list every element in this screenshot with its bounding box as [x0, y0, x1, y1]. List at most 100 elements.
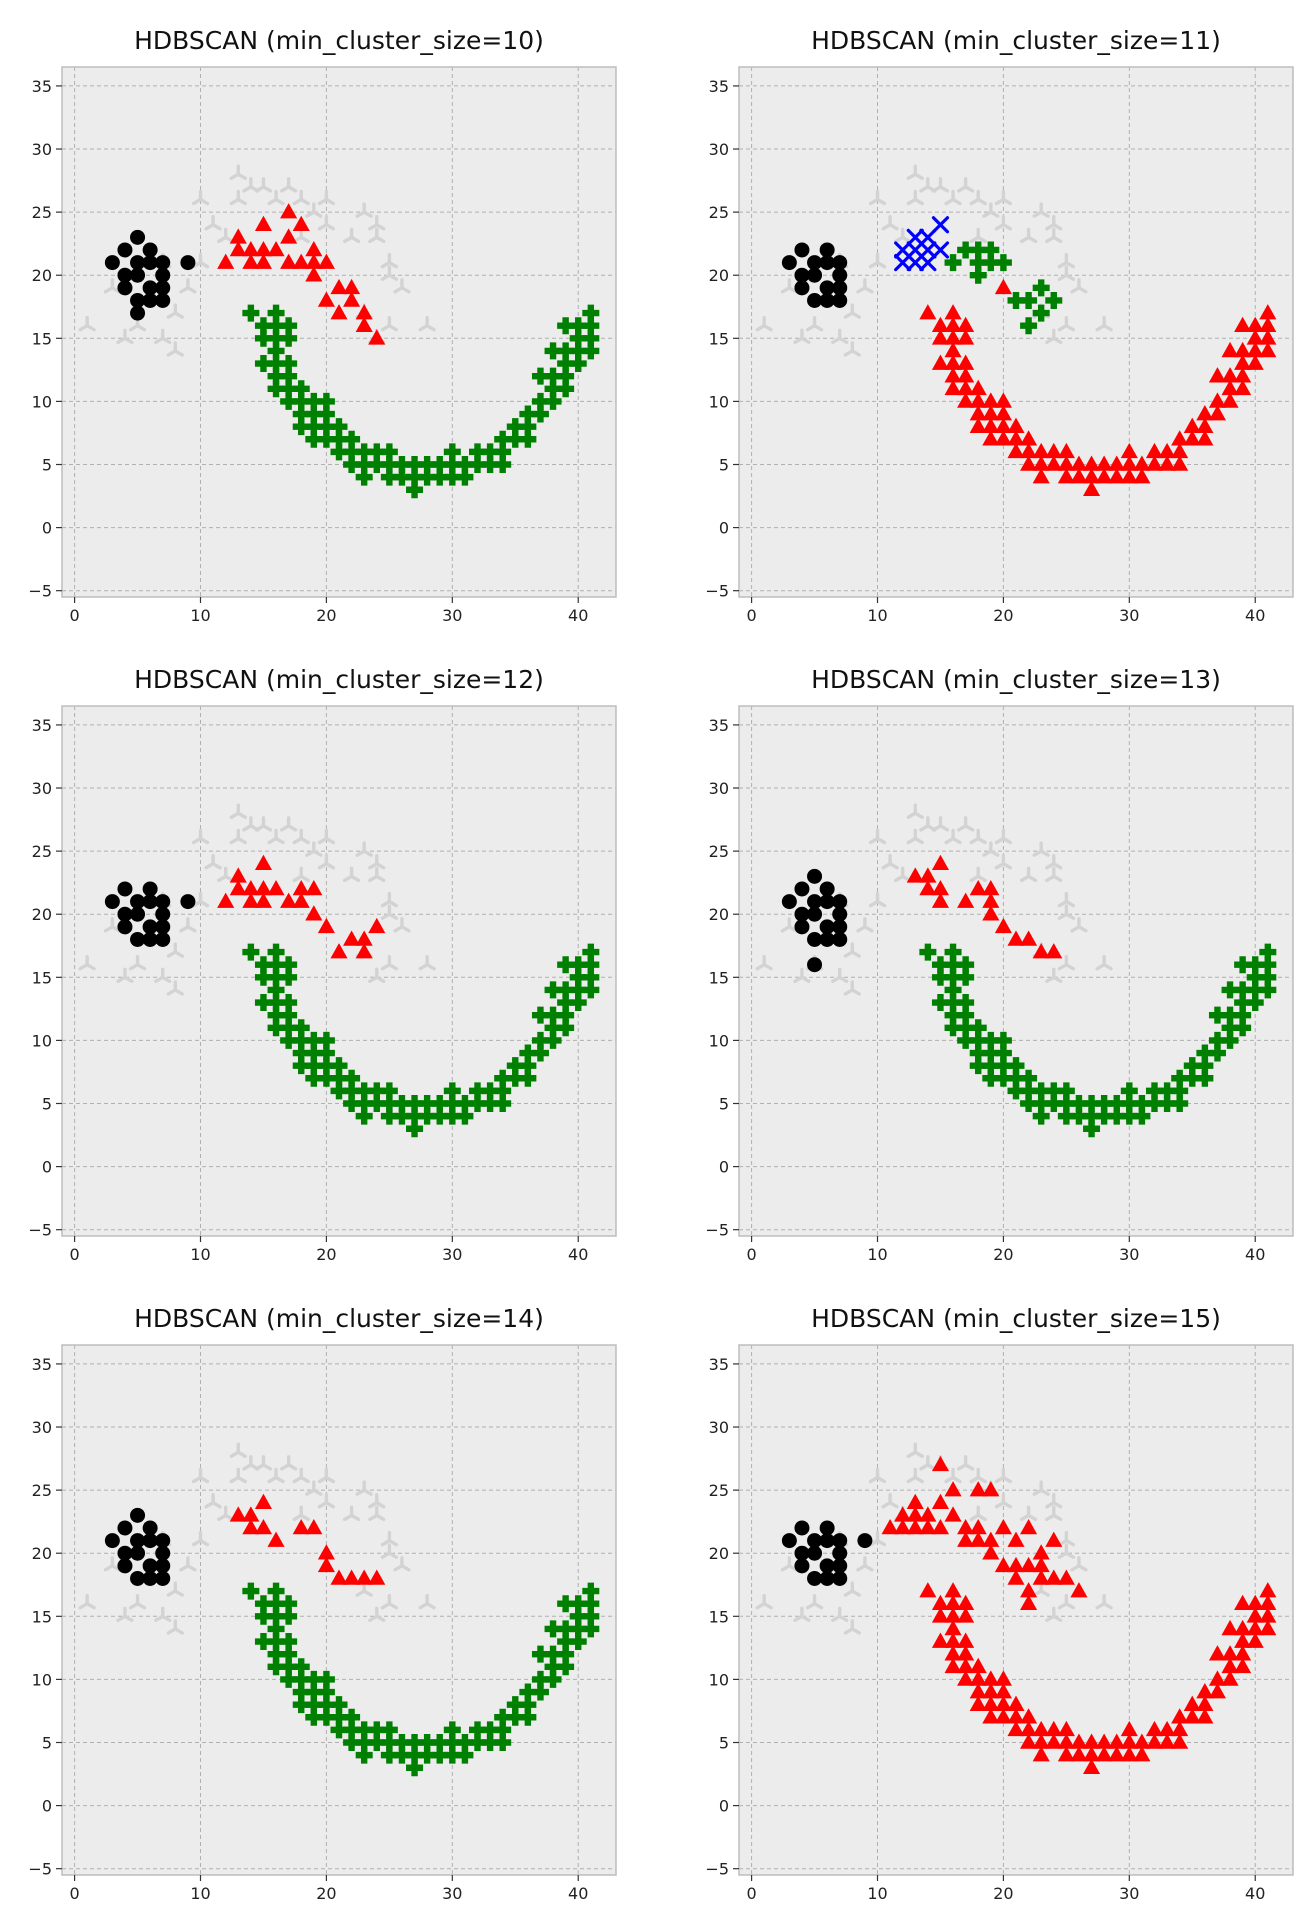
triangle-marker [982, 405, 1000, 421]
circle-marker [130, 267, 146, 283]
plus-marker [267, 317, 285, 335]
circle-marker [130, 931, 146, 947]
noise-points [78, 1442, 436, 1635]
y-tick-label: 20 [32, 1544, 52, 1563]
triangle-marker [305, 266, 323, 282]
triangle-marker [944, 1506, 962, 1522]
grid [62, 1345, 616, 1875]
triangle-marker [1032, 1746, 1050, 1762]
circle-marker [794, 1520, 810, 1536]
plus-marker [1234, 1019, 1252, 1037]
y-tick-label: 5 [719, 1095, 729, 1114]
plus-marker [343, 443, 361, 461]
tri-marker [843, 942, 861, 958]
tri-marker [229, 828, 247, 845]
plus-marker [267, 981, 285, 999]
y-tick-label: 0 [719, 1158, 729, 1177]
cluster-circles [781, 242, 848, 308]
tri-marker [1070, 278, 1088, 294]
circle-marker [832, 894, 848, 910]
x-marker [931, 216, 950, 234]
cluster-triangles [906, 854, 1063, 959]
plus-marker [1020, 291, 1038, 309]
plus-marker [267, 956, 285, 974]
plus-marker [481, 456, 499, 473]
plus-marker [519, 418, 537, 436]
plus-marker [544, 392, 562, 410]
triangle-marker [1246, 1607, 1264, 1623]
plus-marker [1020, 1095, 1038, 1113]
plus-marker [330, 1069, 348, 1087]
plus-marker [305, 1708, 323, 1726]
y-tick-label: 10 [709, 392, 729, 411]
plus-marker [280, 1645, 298, 1663]
triangle-marker [292, 215, 310, 232]
triangle-marker [982, 892, 1000, 908]
triangle-marker [1007, 442, 1025, 459]
tri-marker [368, 215, 386, 231]
tri-marker [292, 1467, 310, 1484]
tri-marker [229, 803, 247, 819]
y-tick-label: −5 [705, 582, 729, 601]
tri-marker [856, 1556, 874, 1572]
plus-marker [1133, 1107, 1151, 1125]
plus-marker [431, 456, 449, 473]
tri-marker [393, 917, 411, 933]
subplot-title: HDBSCAN (min_cluster_size=11) [811, 26, 1221, 55]
plus-marker [557, 1620, 575, 1638]
triangle-marker [931, 1493, 950, 1510]
triangle-marker [1234, 1619, 1252, 1636]
plus-marker [355, 443, 373, 461]
circle-marker [807, 1545, 823, 1561]
circle-marker [819, 280, 835, 296]
triangle-marker [982, 905, 1000, 921]
tri-marker [204, 215, 222, 231]
circle-marker [130, 255, 146, 271]
circle-marker [857, 1533, 873, 1549]
plus-marker [1007, 1082, 1025, 1100]
plus-marker [355, 1107, 373, 1125]
x-tick-label: 10 [190, 1245, 210, 1264]
plus-marker [305, 1696, 323, 1714]
triangle-marker [982, 1544, 1000, 1560]
plus-marker [557, 355, 575, 373]
tri-marker [805, 1593, 824, 1610]
plus-marker [931, 994, 949, 1012]
triangle-marker [994, 917, 1012, 934]
plus-marker [317, 1031, 335, 1049]
plus-marker [343, 1095, 361, 1113]
triangle-marker [217, 892, 235, 908]
triangle-marker [217, 253, 235, 269]
tri-marker [1045, 1606, 1063, 1623]
plus-marker [1246, 994, 1264, 1012]
triangle-marker [969, 1481, 987, 1497]
triangle-marker [229, 1506, 247, 1522]
plus-marker [569, 1633, 587, 1651]
triangle-marker [292, 879, 310, 896]
plus-marker [254, 968, 272, 986]
triangle-marker [1070, 1582, 1088, 1598]
plus-marker [418, 456, 436, 473]
plus-marker [544, 367, 562, 385]
triangle-marker [254, 879, 273, 896]
circle-marker [155, 894, 171, 910]
triangle-marker [944, 1645, 962, 1661]
triangle-marker [317, 1556, 335, 1573]
triangle-marker [1196, 430, 1214, 446]
circle-marker [130, 292, 146, 308]
triangle-marker [982, 392, 1000, 408]
triangle-marker [994, 1708, 1012, 1724]
triangle-marker [254, 240, 273, 257]
tri-marker [919, 816, 937, 832]
triangle-marker [1221, 1670, 1239, 1686]
circle-marker [142, 1533, 158, 1549]
triangle-marker [343, 291, 361, 307]
plus-marker [582, 317, 600, 335]
plus-marker [1259, 981, 1277, 999]
tri-marker [380, 252, 398, 269]
plus-marker [569, 1607, 587, 1625]
plus-marker [305, 1670, 323, 1688]
circle-marker [807, 255, 823, 271]
y-tick-label: 5 [42, 1095, 52, 1114]
y-tick-label: 10 [32, 1031, 52, 1050]
